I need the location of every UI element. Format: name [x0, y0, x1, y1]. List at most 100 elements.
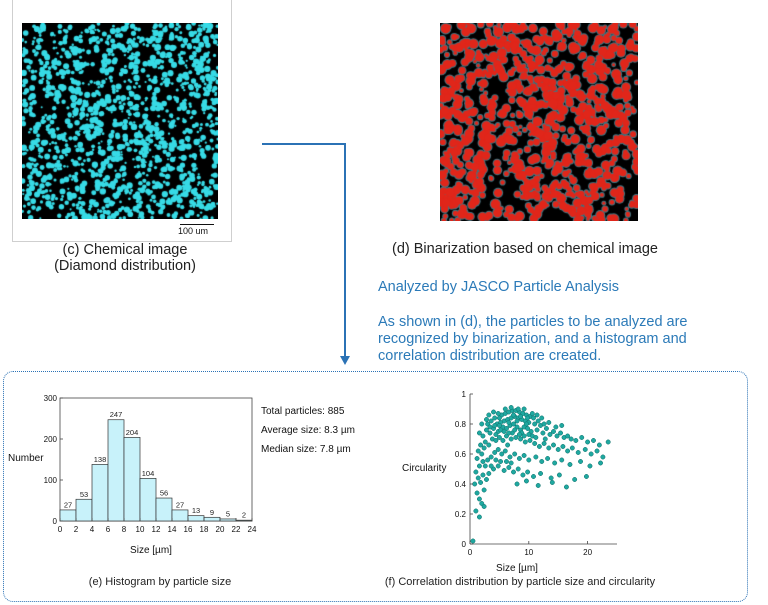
scatter-point: [486, 471, 492, 476]
scatter-point: [588, 451, 594, 457]
scatter-point: [487, 430, 493, 436]
scatter-point: [545, 456, 551, 461]
scatter-point: [472, 481, 478, 487]
histogram-x-tick-label: 20: [216, 525, 225, 534]
scatter-point: [556, 472, 562, 478]
histogram-bar: [187, 515, 205, 522]
scatter-point: [473, 469, 479, 475]
scatter-y-tick-label: 0.4: [455, 480, 467, 489]
scatter-point: [521, 433, 527, 439]
histogram-x-tick-label: 4: [90, 525, 95, 534]
scatter-point: [567, 462, 573, 467]
scatter-point: [512, 451, 518, 457]
scatter-point: [475, 475, 481, 481]
histogram-x-tick-label: 12: [152, 525, 161, 534]
scatter-point: [493, 432, 499, 437]
scatter-point: [541, 441, 547, 446]
scatter-point: [488, 454, 494, 460]
scatter-point: [479, 421, 485, 427]
scatter-point: [486, 412, 492, 418]
scatter-point: [525, 469, 531, 475]
scatter-point: [534, 427, 540, 433]
scatter-point: [572, 477, 578, 482]
scatter-point: [523, 421, 529, 427]
scatter-point: [549, 480, 555, 485]
analysis-title: Analyzed by JASCO Particle Analysis: [378, 279, 619, 295]
analysis-description-line2: recognized by binarization, and a histog…: [378, 331, 687, 347]
scatter-point: [515, 466, 521, 472]
scale-bar-label: 100 um: [178, 226, 209, 236]
scatter-point: [538, 471, 544, 476]
scatter-point: [515, 406, 521, 412]
scatter-point: [482, 463, 488, 469]
scatter-point: [520, 472, 526, 478]
scatter-point: [547, 432, 553, 437]
scatter-point: [511, 469, 516, 475]
arrow-down-icon: [340, 356, 350, 365]
scatter-point: [506, 465, 512, 470]
scatter-point: [529, 411, 535, 416]
scatter-point: [512, 427, 518, 433]
scatter-point: [551, 429, 556, 434]
scatter-point: [476, 463, 482, 469]
histogram-bar-label: 13: [192, 506, 200, 515]
scatter-point: [474, 490, 480, 496]
scatter-point: [498, 459, 504, 464]
scatter-point: [474, 456, 480, 461]
scatter-point: [559, 423, 565, 428]
scatter-point: [558, 430, 564, 436]
scatter-point: [579, 435, 585, 440]
correlation-chart: 0 10 20 0 0.2 0.4 0.6 0.8 1 Size [µm] Circularit…: [402, 390, 617, 574]
scatter-point: [470, 538, 476, 544]
histogram-x-tick-label: 24: [248, 525, 257, 534]
scatter-point: [501, 468, 507, 473]
scatter-point: [480, 433, 486, 439]
chemical-image: [22, 23, 218, 219]
histogram-bar-label: 204: [126, 428, 139, 437]
scatter-point: [492, 423, 498, 428]
scatter-point: [552, 460, 558, 466]
scatter-point: [532, 421, 538, 427]
analysis-description: As shown in (d), the particles to be ana…: [378, 314, 688, 365]
scatter-point: [560, 444, 566, 449]
scatter-point: [480, 459, 486, 464]
scatter-point: [596, 442, 602, 448]
scatter-point: [536, 444, 542, 449]
scatter-point: [585, 439, 591, 445]
scale-bar: [180, 224, 214, 225]
scatter-point: [513, 435, 519, 440]
scatter-point: [492, 415, 498, 421]
scatter-point: [539, 415, 545, 421]
scatter-point: [555, 447, 561, 452]
scatter-point: [476, 496, 482, 502]
scatter-point: [587, 463, 593, 469]
scatter-point: [486, 442, 492, 448]
histogram-y-tick-label: 100: [44, 476, 58, 485]
scatter-point: [479, 451, 485, 457]
histogram-bar: [91, 464, 109, 522]
correlation-caption: (f) Correlation distribution by particle…: [384, 576, 656, 588]
scatter-y-tick-label: 0.2: [455, 510, 467, 519]
scatter-point: [546, 420, 552, 425]
histogram-bar-label: 5: [226, 509, 230, 518]
histogram-bar: [155, 497, 173, 522]
scatter-point: [583, 474, 589, 479]
scatter-point: [495, 463, 501, 469]
stats-block: Total particles: 885 Average size: 8.3 µ…: [261, 402, 355, 459]
scatter-point: [543, 426, 549, 431]
histogram-bar-label: 138: [94, 455, 107, 464]
histogram-y-label: Number: [8, 453, 44, 464]
scatter-point: [493, 457, 499, 463]
histogram-bar: [235, 519, 253, 522]
histogram-caption: (e) Histogram by particle size: [88, 576, 232, 588]
scatter-point: [508, 436, 514, 442]
scatter-point: [563, 484, 569, 490]
scatter-point: [481, 487, 487, 493]
scatter-point: [518, 414, 524, 419]
scatter-point: [525, 415, 531, 421]
histogram-bar: [59, 509, 77, 522]
scatter-point: [568, 436, 574, 442]
scatter-x-label: Size [µm]: [496, 563, 538, 574]
histogram-x-tick-label: 0: [58, 525, 63, 534]
